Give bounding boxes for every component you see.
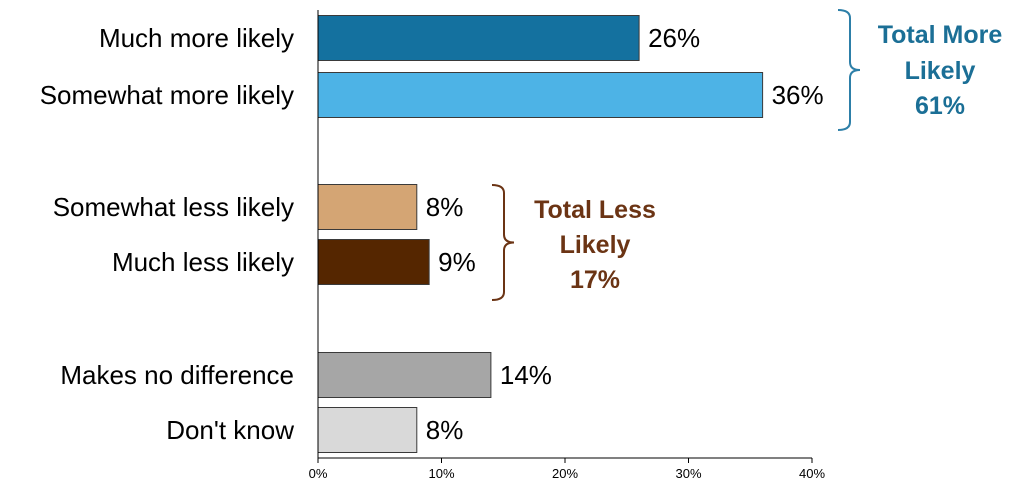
bar [317, 72, 764, 118]
bar [317, 407, 418, 453]
x-tick-label: 10% [428, 466, 454, 481]
bars-layer [317, 15, 764, 453]
axes: 0% 10% 20% 30% 40% [309, 10, 825, 481]
category-label: Don't know [166, 415, 294, 445]
x-tick-label: 20% [552, 466, 578, 481]
bar [317, 184, 418, 230]
group-label-line: 17% [570, 266, 620, 294]
group-annotations: Total More Likely 61% Total Less Likely 17% [491, 9, 1003, 301]
x-tick-label: 40% [799, 466, 825, 481]
group-label-line: Total More [878, 21, 1003, 49]
group-label-line: Total Less [534, 196, 656, 224]
category-label: Much more likely [99, 23, 294, 53]
value-labels: 26% 36% 8% 9% 14% 8% [426, 23, 824, 445]
category-label: Somewhat more likely [40, 80, 294, 110]
value-label: 26% [648, 23, 700, 53]
value-label: 8% [426, 415, 464, 445]
x-tick-label: 0% [309, 466, 328, 481]
value-label: 36% [772, 80, 824, 110]
value-label: 14% [500, 360, 552, 390]
group-label-line: Likely [560, 231, 631, 259]
group-label-line: Likely [905, 57, 976, 85]
group-bracket [491, 184, 515, 301]
group-label-line: 61% [915, 92, 965, 120]
value-label: 9% [438, 247, 476, 277]
category-label: Somewhat less likely [53, 192, 294, 222]
x-tick-label: 30% [675, 466, 701, 481]
group-bracket [837, 9, 861, 131]
category-label: Much less likely [112, 247, 294, 277]
bar [317, 15, 640, 61]
bar [317, 352, 492, 398]
bar [317, 239, 430, 285]
category-labels: Much more likely Somewhat more likely Some… [40, 23, 295, 445]
category-label: Makes no difference [60, 360, 294, 390]
value-label: 8% [426, 192, 464, 222]
